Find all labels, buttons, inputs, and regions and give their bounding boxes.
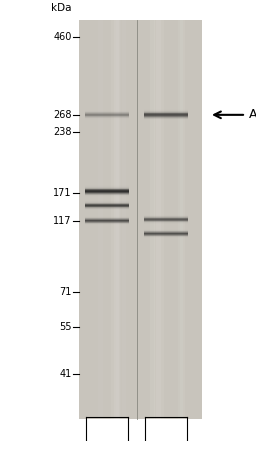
Bar — [85, 189, 129, 190]
Bar — [85, 192, 129, 193]
Bar — [144, 109, 188, 110]
Bar — [150, 20, 155, 419]
Bar — [85, 186, 129, 187]
Bar — [122, 20, 126, 419]
Bar — [144, 121, 188, 122]
Bar — [144, 111, 188, 112]
Bar — [178, 20, 183, 419]
Bar — [144, 119, 188, 120]
Text: 238: 238 — [53, 127, 71, 137]
Bar — [116, 20, 121, 419]
Bar — [111, 20, 115, 419]
Bar — [115, 20, 120, 419]
Text: 268: 268 — [53, 110, 71, 120]
Bar — [144, 118, 188, 119]
Bar — [144, 112, 188, 113]
Text: 171: 171 — [53, 188, 71, 198]
Bar — [156, 20, 161, 419]
Bar — [144, 117, 188, 118]
Text: 117: 117 — [53, 216, 71, 226]
Bar — [85, 197, 129, 198]
Bar — [144, 108, 188, 109]
Bar — [85, 194, 129, 195]
Bar — [85, 184, 129, 185]
Bar — [144, 115, 188, 116]
Bar — [85, 196, 129, 197]
Bar — [114, 20, 119, 419]
Bar — [144, 114, 188, 115]
Bar — [85, 187, 129, 188]
Text: 41: 41 — [59, 369, 71, 379]
Text: 55: 55 — [59, 321, 71, 332]
Bar — [159, 20, 164, 419]
Text: kDa: kDa — [51, 3, 71, 14]
Bar — [154, 20, 159, 419]
Bar — [98, 20, 103, 419]
Bar — [144, 113, 188, 114]
Text: 460: 460 — [53, 32, 71, 42]
Bar — [85, 195, 129, 196]
Bar — [85, 190, 129, 191]
Bar — [144, 116, 188, 117]
Bar — [85, 185, 129, 186]
Bar — [180, 20, 185, 419]
Bar — [85, 188, 129, 189]
Text: ASC2: ASC2 — [248, 108, 256, 122]
Bar — [79, 20, 202, 419]
Bar — [144, 110, 188, 111]
Text: 71: 71 — [59, 287, 71, 297]
Bar — [144, 120, 188, 121]
Bar — [85, 191, 129, 192]
